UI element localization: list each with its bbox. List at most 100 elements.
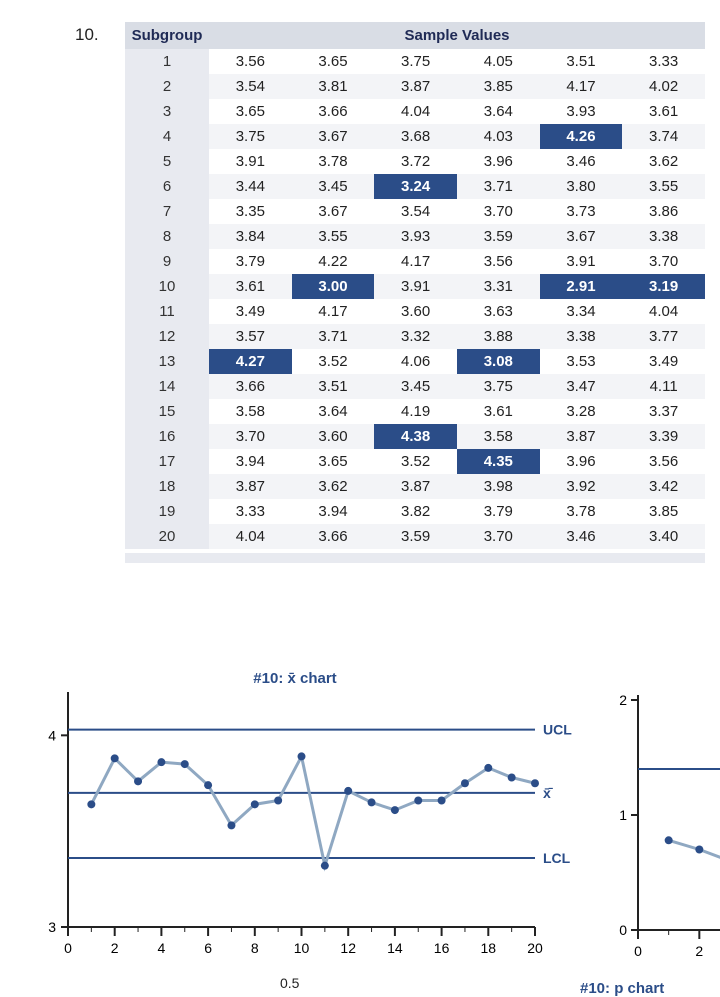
value-cell: 3.61 bbox=[209, 274, 292, 299]
value-cell: 3.52 bbox=[292, 349, 375, 374]
subgroup-cell: 6 bbox=[125, 174, 209, 199]
value-cell: 3.46 bbox=[540, 524, 623, 549]
value-cell: 2.91 bbox=[540, 274, 623, 299]
svg-text:0: 0 bbox=[619, 922, 627, 938]
value-cell: 3.62 bbox=[292, 474, 375, 499]
subgroup-cell: 5 bbox=[125, 149, 209, 174]
table-row: 123.573.713.323.883.383.77 bbox=[125, 324, 705, 349]
svg-text:0: 0 bbox=[64, 940, 72, 956]
value-cell: 4.17 bbox=[374, 249, 457, 274]
value-cell: 4.38 bbox=[374, 424, 457, 449]
value-cell: 3.65 bbox=[209, 99, 292, 124]
table-row: 173.943.653.524.353.963.56 bbox=[125, 449, 705, 474]
second-chart: 01202 bbox=[610, 690, 720, 970]
value-cell: 3.77 bbox=[622, 324, 705, 349]
value-cell: 3.62 bbox=[622, 149, 705, 174]
table-row: 113.494.173.603.633.344.04 bbox=[125, 299, 705, 324]
subgroup-cell: 11 bbox=[125, 299, 209, 324]
value-cell: 3.74 bbox=[622, 124, 705, 149]
value-cell: 3.35 bbox=[209, 199, 292, 224]
table-row: 53.913.783.723.963.463.62 bbox=[125, 149, 705, 174]
value-cell: 4.04 bbox=[622, 299, 705, 324]
col-header-samples: Sample Values bbox=[209, 22, 705, 49]
subgroup-cell: 10 bbox=[125, 274, 209, 299]
xbar-chart-title: #10: x̄ chart bbox=[30, 670, 560, 687]
table-row: 13.563.653.754.053.513.33 bbox=[125, 49, 705, 74]
value-cell: 4.19 bbox=[374, 399, 457, 424]
value-cell: 3.34 bbox=[540, 299, 623, 324]
value-cell: 3.38 bbox=[622, 224, 705, 249]
value-cell: 4.17 bbox=[540, 74, 623, 99]
svg-text:4: 4 bbox=[48, 727, 56, 743]
value-cell: 3.87 bbox=[209, 474, 292, 499]
value-cell: 3.84 bbox=[209, 224, 292, 249]
value-cell: 3.56 bbox=[622, 449, 705, 474]
value-cell: 3.51 bbox=[292, 374, 375, 399]
value-cell: 3.38 bbox=[540, 324, 623, 349]
value-cell: 3.60 bbox=[292, 424, 375, 449]
svg-text:18: 18 bbox=[481, 940, 497, 956]
value-cell: 3.91 bbox=[209, 149, 292, 174]
value-cell: 3.42 bbox=[622, 474, 705, 499]
col-header-subgroup: Subgroup bbox=[125, 22, 209, 49]
subgroup-cell: 7 bbox=[125, 199, 209, 224]
value-cell: 3.52 bbox=[374, 449, 457, 474]
subgroup-cell: 20 bbox=[125, 524, 209, 549]
value-cell: 3.87 bbox=[374, 74, 457, 99]
value-cell: 4.04 bbox=[209, 524, 292, 549]
svg-text:4: 4 bbox=[158, 940, 166, 956]
svg-text:10: 10 bbox=[294, 940, 310, 956]
value-cell: 3.00 bbox=[292, 274, 375, 299]
table-row: 73.353.673.543.703.733.86 bbox=[125, 199, 705, 224]
table-row: 43.753.673.684.034.263.74 bbox=[125, 124, 705, 149]
value-cell: 3.51 bbox=[540, 49, 623, 74]
value-cell: 3.79 bbox=[457, 499, 540, 524]
value-cell: 3.64 bbox=[457, 99, 540, 124]
subgroup-cell: 19 bbox=[125, 499, 209, 524]
value-cell: 3.49 bbox=[209, 299, 292, 324]
table-row: 193.333.943.823.793.783.85 bbox=[125, 499, 705, 524]
value-cell: 3.68 bbox=[374, 124, 457, 149]
value-cell: 3.59 bbox=[457, 224, 540, 249]
svg-text:12: 12 bbox=[340, 940, 356, 956]
value-cell: 3.88 bbox=[457, 324, 540, 349]
svg-text:LCL: LCL bbox=[543, 850, 571, 866]
value-cell: 3.87 bbox=[540, 424, 623, 449]
value-cell: 4.26 bbox=[540, 124, 623, 149]
value-cell: 3.47 bbox=[540, 374, 623, 399]
value-cell: 3.65 bbox=[292, 49, 375, 74]
value-cell: 3.67 bbox=[540, 224, 623, 249]
page: 10. Subgroup Sample Values 13.563.653.75… bbox=[0, 0, 720, 996]
value-cell: 3.56 bbox=[209, 49, 292, 74]
half-tick-label: 0.5 bbox=[280, 975, 299, 991]
subgroup-cell: 17 bbox=[125, 449, 209, 474]
subgroup-cell: 16 bbox=[125, 424, 209, 449]
value-cell: 3.86 bbox=[622, 199, 705, 224]
value-cell: 4.11 bbox=[622, 374, 705, 399]
value-cell: 4.22 bbox=[292, 249, 375, 274]
svg-text:14: 14 bbox=[387, 940, 403, 956]
value-cell: 3.66 bbox=[292, 99, 375, 124]
value-cell: 4.17 bbox=[292, 299, 375, 324]
value-cell: 3.94 bbox=[209, 449, 292, 474]
svg-text:2: 2 bbox=[619, 692, 627, 708]
value-cell: 3.33 bbox=[622, 49, 705, 74]
value-cell: 3.75 bbox=[457, 374, 540, 399]
value-cell: 3.44 bbox=[209, 174, 292, 199]
value-cell: 3.70 bbox=[622, 249, 705, 274]
svg-text:20: 20 bbox=[527, 940, 543, 956]
value-cell: 4.03 bbox=[457, 124, 540, 149]
question-number: 10. bbox=[75, 25, 99, 45]
value-cell: 3.75 bbox=[209, 124, 292, 149]
svg-text:6: 6 bbox=[204, 940, 212, 956]
svg-text:2: 2 bbox=[695, 943, 703, 959]
value-cell: 3.55 bbox=[292, 224, 375, 249]
value-cell: 3.58 bbox=[209, 399, 292, 424]
subgroup-cell: 1 bbox=[125, 49, 209, 74]
value-cell: 3.59 bbox=[374, 524, 457, 549]
value-cell: 3.85 bbox=[622, 499, 705, 524]
value-cell: 3.67 bbox=[292, 124, 375, 149]
value-cell: 3.54 bbox=[374, 199, 457, 224]
value-cell: 4.02 bbox=[622, 74, 705, 99]
svg-text:x̄̄: x̄̄ bbox=[543, 785, 554, 801]
